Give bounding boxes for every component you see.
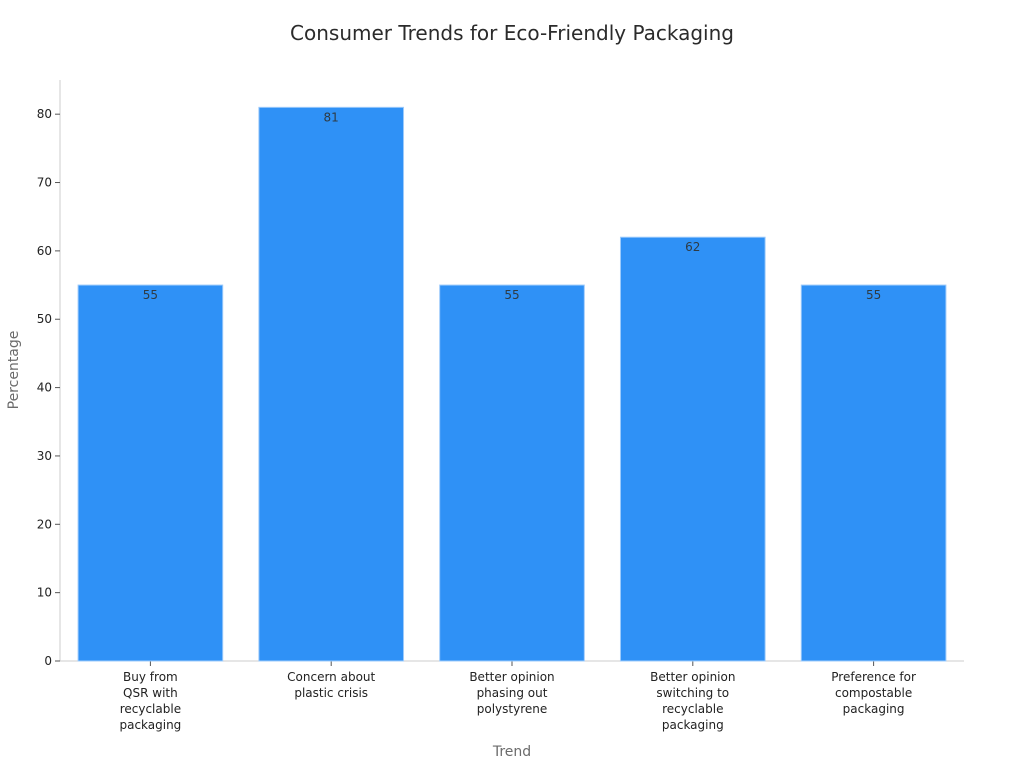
chart-title: Consumer Trends for Eco-Friendly Packagi… bbox=[290, 21, 734, 45]
x-axis-title: Trend bbox=[492, 744, 531, 760]
x-tick-label: Better opinion switching to recyclable pack… bbox=[650, 670, 735, 732]
y-tick-label: 20 bbox=[37, 517, 52, 531]
bar-value-label: 81 bbox=[324, 110, 339, 124]
bar bbox=[439, 284, 585, 662]
x-tick-label-line: phasing out bbox=[477, 686, 548, 700]
x-tick-label-line: switching to bbox=[656, 686, 729, 700]
y-tick-label: 60 bbox=[37, 244, 52, 258]
y-axis-title: Percentage bbox=[6, 331, 22, 410]
x-tick-label-line: Better opinion bbox=[650, 670, 735, 684]
x-tick-label: Buy from QSR with recyclable packaging bbox=[119, 670, 181, 732]
bar bbox=[258, 106, 405, 662]
x-tick-label-line: recyclable bbox=[662, 702, 723, 716]
y-tick-label: 80 bbox=[37, 107, 52, 121]
x-tick-label: Concern about plastic crisis bbox=[287, 670, 375, 700]
x-tick-label-line: Concern about bbox=[287, 670, 375, 684]
bars bbox=[77, 106, 947, 662]
x-tick-label-line: packaging bbox=[119, 718, 181, 732]
bar-value-label: 62 bbox=[685, 240, 700, 254]
data-labels: 55 81 55 62 55 bbox=[143, 110, 881, 302]
x-tick-label-line: Preference for bbox=[831, 670, 916, 684]
y-tick-label: 10 bbox=[37, 586, 52, 600]
x-tick-label: Preference for compostable packaging bbox=[831, 670, 916, 716]
x-tick-label: Better opinion phasing out polystyrene bbox=[469, 670, 554, 716]
bar-value-label: 55 bbox=[866, 288, 881, 302]
bar bbox=[77, 284, 224, 662]
x-tick-labels: Buy from QSR with recyclable packaging Conce… bbox=[119, 670, 916, 732]
y-tick-label: 70 bbox=[37, 176, 52, 190]
bar bbox=[619, 236, 766, 662]
x-tick-label-line: packaging bbox=[662, 718, 724, 732]
x-tick-label-line: polystyrene bbox=[477, 702, 548, 716]
y-tick-label: 30 bbox=[37, 449, 52, 463]
bar bbox=[800, 284, 947, 662]
bar-value-label: 55 bbox=[143, 288, 158, 302]
y-tick-label: 40 bbox=[37, 381, 52, 395]
y-tick-label: 50 bbox=[37, 312, 52, 326]
x-tick-label-line: plastic crisis bbox=[294, 686, 368, 700]
x-tick-label-line: Better opinion bbox=[469, 670, 554, 684]
y-tick-label: 0 bbox=[44, 654, 52, 668]
bar-value-label: 55 bbox=[504, 288, 519, 302]
x-tick-label-line: compostable bbox=[835, 686, 912, 700]
x-tick-label-line: QSR with bbox=[123, 686, 178, 700]
y-tick-labels: 0 10 20 30 40 50 60 70 80 bbox=[37, 107, 52, 668]
x-tick-label-line: recyclable bbox=[120, 702, 181, 716]
x-tick-label-line: Buy from bbox=[123, 670, 178, 684]
x-tick-label-line: packaging bbox=[843, 702, 905, 716]
